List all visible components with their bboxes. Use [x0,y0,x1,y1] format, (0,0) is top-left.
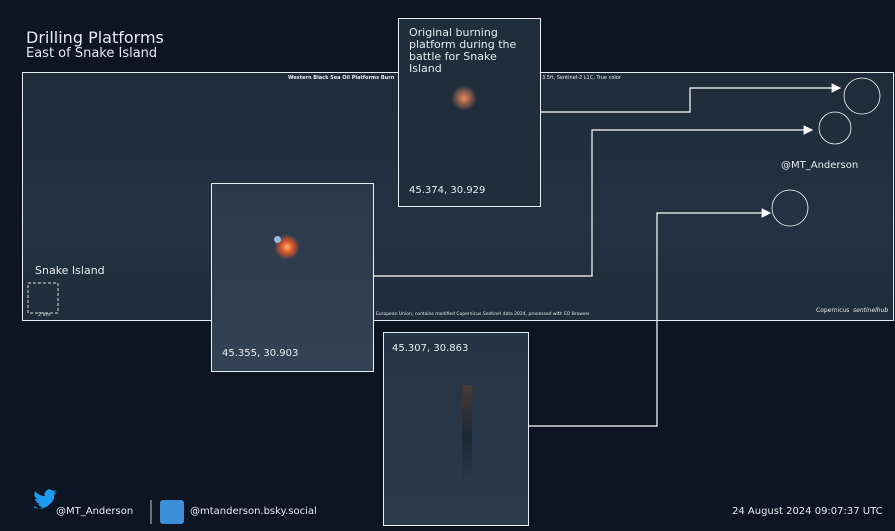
island-box [28,283,58,313]
callout-coords: 45.307, 30.863 [392,343,468,354]
bluesky-handle: @mtanderson.bsky.social [190,506,317,517]
callout: 45.307, 30.863 [383,332,529,526]
callout: Original burning platform during the bat… [398,18,541,207]
twitter-handle: @MT_Anderson [56,506,133,517]
infographic: Drilling Platforms East of Snake Island … [0,0,895,531]
callout-coords: 45.355, 30.903 [222,348,298,359]
timestamp: 24 August 2024 09:07:37 UTC [732,506,883,517]
callout-coords: 45.374, 30.929 [409,185,485,196]
callout-note: Original burning platform during the bat… [409,27,529,75]
callout: 45.355, 30.903 [211,183,374,372]
